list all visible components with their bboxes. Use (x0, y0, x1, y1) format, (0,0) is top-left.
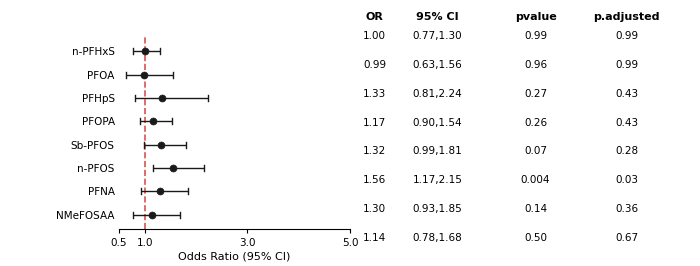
Text: 0.96: 0.96 (524, 60, 547, 70)
Text: 0.36: 0.36 (615, 204, 638, 214)
Text: 0.004: 0.004 (521, 175, 550, 185)
Text: 0.43: 0.43 (615, 118, 638, 128)
Text: 1.32: 1.32 (363, 146, 386, 156)
Text: 95% CI: 95% CI (416, 12, 459, 22)
Text: OR: OR (365, 12, 384, 22)
Text: 1.00: 1.00 (363, 31, 386, 41)
Text: 0.63,1.56: 0.63,1.56 (412, 60, 463, 70)
Text: 0.07: 0.07 (524, 146, 547, 156)
Text: 0.27: 0.27 (524, 89, 547, 99)
Text: 0.81,2.24: 0.81,2.24 (412, 89, 463, 99)
Text: 0.50: 0.50 (524, 233, 547, 243)
Text: 0.43: 0.43 (615, 89, 638, 99)
Text: 1.56: 1.56 (363, 175, 386, 185)
Text: 0.28: 0.28 (615, 146, 638, 156)
Text: 0.99: 0.99 (524, 31, 547, 41)
Text: 0.03: 0.03 (615, 175, 638, 185)
Text: 1.33: 1.33 (363, 89, 386, 99)
Text: 0.77,1.30: 0.77,1.30 (413, 31, 462, 41)
Text: 0.67: 0.67 (615, 233, 638, 243)
X-axis label: Odds Ratio (95% CI): Odds Ratio (95% CI) (178, 252, 290, 262)
Text: 0.99: 0.99 (615, 60, 638, 70)
Text: 0.14: 0.14 (524, 204, 547, 214)
Text: 1.14: 1.14 (363, 233, 386, 243)
Text: 1.30: 1.30 (363, 204, 386, 214)
Text: 1.17,2.15: 1.17,2.15 (412, 175, 463, 185)
Text: 0.93,1.85: 0.93,1.85 (412, 204, 463, 214)
Text: p.adjusted: p.adjusted (594, 12, 659, 22)
Text: 1.17: 1.17 (363, 118, 386, 128)
Text: 0.99: 0.99 (615, 31, 638, 41)
Text: 0.99,1.81: 0.99,1.81 (412, 146, 463, 156)
Text: 0.26: 0.26 (524, 118, 547, 128)
Text: pvalue: pvalue (514, 12, 556, 22)
Text: 0.90,1.54: 0.90,1.54 (413, 118, 462, 128)
Text: 0.99: 0.99 (363, 60, 386, 70)
Text: 0.78,1.68: 0.78,1.68 (412, 233, 463, 243)
